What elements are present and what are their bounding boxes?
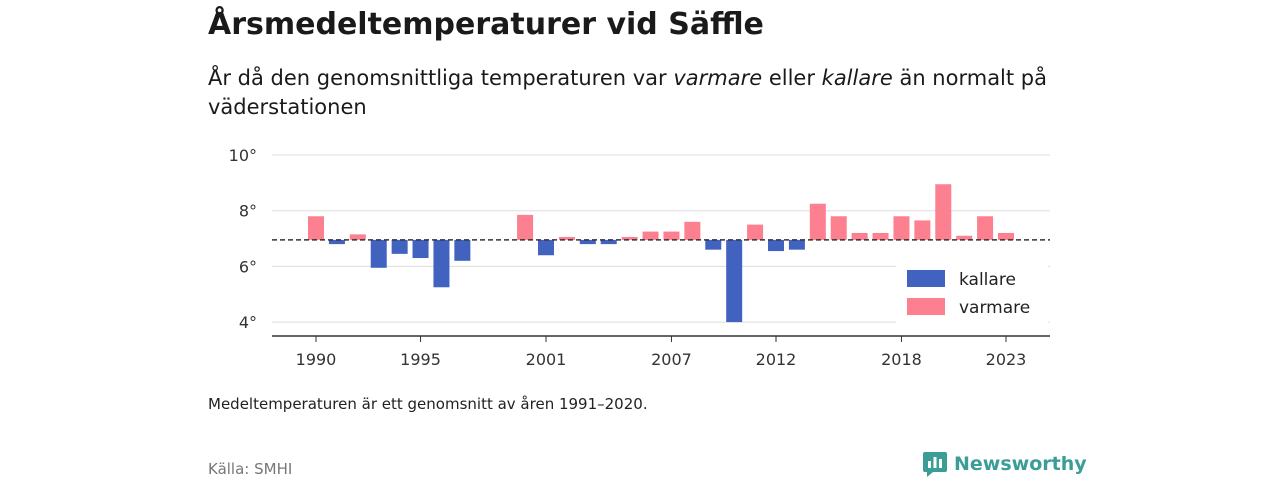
bar-2020 (935, 184, 952, 240)
bar-2014 (809, 203, 826, 240)
legend-label-kallare: kallare (959, 270, 1016, 290)
bar-2011 (747, 224, 764, 240)
bar-1991 (328, 239, 345, 245)
chart-title: Årsmedeltemperaturer vid Säffle (208, 7, 764, 42)
legend-swatch-kallare (907, 270, 945, 287)
bar-2018 (893, 216, 910, 240)
subtitle-cold-word: kallare (821, 66, 893, 90)
bar-2019 (914, 220, 931, 240)
y-tick-label: 6° (239, 257, 257, 276)
bar-1996 (433, 239, 450, 288)
subtitle-part-3: än normalt på väderstationen (208, 66, 1047, 119)
brand-name: Newsworthy (954, 453, 1087, 475)
y-tick-label: 10° (229, 146, 257, 165)
bar-2009 (705, 239, 722, 250)
bar-2017 (872, 232, 889, 240)
x-tick-label: 1995 (400, 350, 441, 369)
chart-note: Medeltemperaturen är ett genomsnitt av å… (208, 395, 648, 413)
legend-label-varmare: varmare (959, 298, 1030, 318)
x-tick-label: 2007 (651, 350, 692, 369)
chart-subtitle: År då den genomsnittliga temperaturen va… (208, 64, 1068, 122)
bar-2001 (538, 239, 554, 256)
bar-2023 (998, 232, 1014, 240)
bar-1990 (308, 216, 324, 240)
legend-swatch-varmare (907, 298, 945, 315)
bar-2012 (768, 239, 784, 252)
bar-2000 (517, 214, 534, 240)
x-tick-label: 2001 (526, 350, 567, 369)
bar-2006 (642, 231, 659, 240)
y-tick-label: 4° (239, 313, 257, 332)
chart-source: Källa: SMHI (208, 460, 293, 478)
x-tick-label: 1990 (296, 350, 337, 369)
bar-1993 (370, 239, 387, 268)
bar-2008 (684, 221, 701, 240)
bar-2005 (621, 236, 638, 240)
newsworthy-logo-icon (923, 452, 947, 477)
x-tick-label: 2012 (756, 350, 797, 369)
bar-2007 (663, 231, 680, 240)
bar-2013 (788, 239, 805, 250)
x-tick-label: 2018 (881, 350, 922, 369)
bar-2015 (830, 216, 847, 240)
bar-2003 (579, 239, 596, 245)
bar-2021 (956, 235, 973, 240)
bar-1997 (454, 239, 471, 261)
bar-2016 (851, 232, 868, 240)
subtitle-warm-word: varmare (673, 66, 763, 90)
x-tick-label: 2023 (986, 350, 1027, 369)
subtitle-part-2: eller (762, 66, 822, 90)
bar-1995 (412, 239, 429, 259)
bar-2022 (977, 216, 994, 240)
brand-logo: Newsworthy (922, 450, 1087, 478)
bar-2010 (726, 239, 743, 323)
bar-chart: 4° 6° 8° 10° 1990 1995 2001 2007 2012 2018 2023 kal… (229, 146, 1050, 369)
bar-2002 (558, 236, 575, 240)
y-tick-label: 8° (239, 202, 257, 221)
bar-1992 (349, 234, 366, 240)
subtitle-part-1: År då den genomsnittliga temperaturen va… (208, 66, 674, 90)
bar-2004 (600, 239, 617, 245)
bar-1994 (391, 239, 408, 254)
